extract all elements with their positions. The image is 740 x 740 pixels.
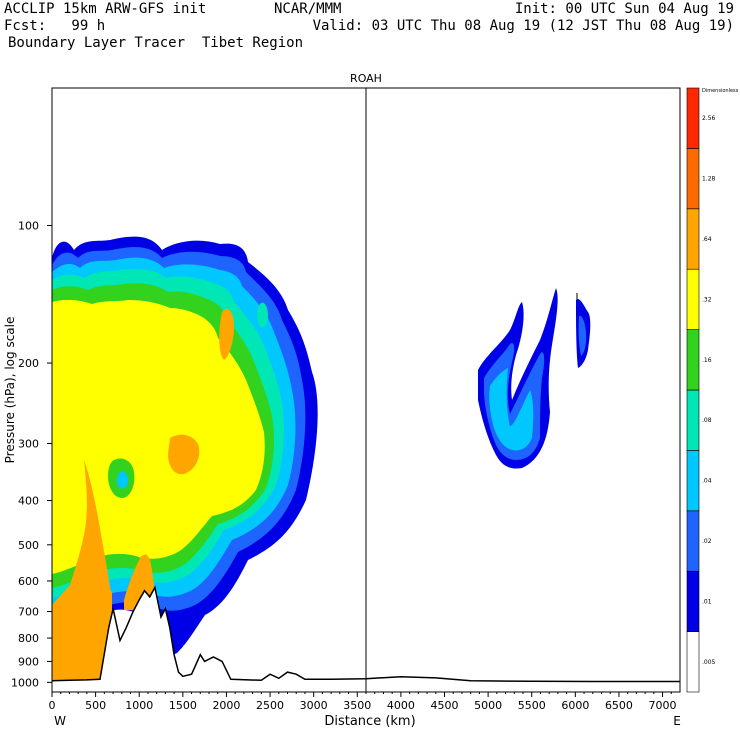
y-tick-label: 800 [18, 632, 39, 645]
x-axis-east-label: E [673, 714, 681, 728]
colorbar-label: .16 [702, 357, 712, 364]
x-tick-label: 1500 [169, 699, 197, 712]
forecast-hour: Fcst: 99 h [4, 18, 106, 34]
colorbar-label: 1.28 [702, 176, 716, 183]
x-tick-label: 0 [49, 699, 56, 712]
colorbar: .005 .01 .02 .04 .08 .16 .32 .64 1.28 2.56 Dimensi… [686, 87, 739, 693]
colorbar-label: .005 [702, 659, 716, 666]
x-tick-label: 4000 [387, 699, 415, 712]
contour-fill-20 [578, 315, 587, 356]
x-axis-label: Distance (km) [324, 714, 415, 729]
y-tick-label: 400 [18, 495, 39, 508]
y-tick-label: 500 [18, 539, 39, 552]
init-time: Init: 00 UTC Sun 04 Aug 19 [514, 1, 734, 17]
chart-title: ROAH [350, 72, 382, 85]
x-axis-west-label: W [54, 714, 66, 728]
terrain-fill [52, 587, 680, 692]
contour-fill-5 [52, 299, 265, 574]
contour-fill-10 [219, 308, 234, 360]
colorbar-label: .08 [702, 417, 712, 424]
x-tick-label: 2500 [256, 699, 284, 712]
y-tick-label: 900 [18, 655, 39, 668]
y-tick-label: 1000 [11, 676, 39, 689]
colorbar-swatch [686, 329, 700, 391]
colorbar-swatch [686, 87, 700, 149]
colorbar-swatch [686, 208, 700, 270]
colorbar-label: .04 [702, 478, 712, 485]
organization: NCAR/MMM [274, 1, 342, 17]
x-tick-label: 6000 [561, 699, 589, 712]
x-tick-label: 7000 [649, 699, 677, 712]
contour-fill-15 [181, 510, 196, 532]
model-title: ACCLIP 15km ARW-GFS init [4, 1, 207, 17]
y-tick-label: 300 [18, 437, 39, 450]
colorbar-label: .02 [702, 538, 712, 545]
x-tick-label: 4500 [431, 699, 459, 712]
y-tick-label: 200 [18, 357, 39, 370]
colorbar-label: .64 [702, 236, 712, 243]
colorbar-swatch [686, 510, 700, 572]
x-tick-label: 5000 [474, 699, 502, 712]
contour-fill-9 [168, 434, 200, 475]
colorbar-title: Dimensionless [702, 88, 739, 94]
contour-fill-18 [489, 368, 534, 451]
colorbar-swatch [686, 148, 700, 210]
valid-time: Valid: 03 UTC Thu 08 Aug 19 (12 JST Thu … [312, 18, 734, 34]
x-tick-label: 1000 [125, 699, 153, 712]
colorbar-label: 2.56 [702, 115, 716, 122]
y-tick-label: 100 [18, 220, 39, 233]
contour-fill-13 [117, 471, 128, 489]
terrain-line [51, 585, 680, 683]
y-axis: 100 200 300 400 500 600 700 800 900 1000 [11, 220, 52, 689]
contour-fill-14 [257, 302, 268, 328]
y-axis-label: Pressure (hPa), log scale [3, 317, 17, 464]
field-title: Boundary Layer Tracer Tibet Region [8, 35, 304, 51]
x-tick-label: 500 [85, 699, 106, 712]
x-tick-label: 3000 [300, 699, 328, 712]
x-tick-label: 6500 [605, 699, 633, 712]
contour-fill-7 [52, 588, 112, 690]
x-tick-label: 3500 [343, 699, 371, 712]
colorbar-swatch [686, 570, 700, 632]
colorbar-swatch [686, 631, 700, 693]
colorbar-swatch [686, 389, 700, 451]
x-tick-label: 5500 [518, 699, 546, 712]
colorbar-label: .01 [702, 598, 712, 605]
tracer-contour-fills [52, 236, 591, 690]
colorbar-swatch [686, 268, 700, 330]
terrain-profile [51, 585, 680, 692]
colorbar-swatch [686, 450, 700, 512]
y-tick-label: 600 [18, 575, 39, 588]
colorbar-label: .32 [702, 296, 712, 303]
y-tick-label: 700 [18, 606, 39, 619]
x-axis: 0 500 1000 1500 2000 2500 3000 3500 4000 4500 5000… [49, 692, 677, 712]
x-tick-label: 2000 [212, 699, 240, 712]
